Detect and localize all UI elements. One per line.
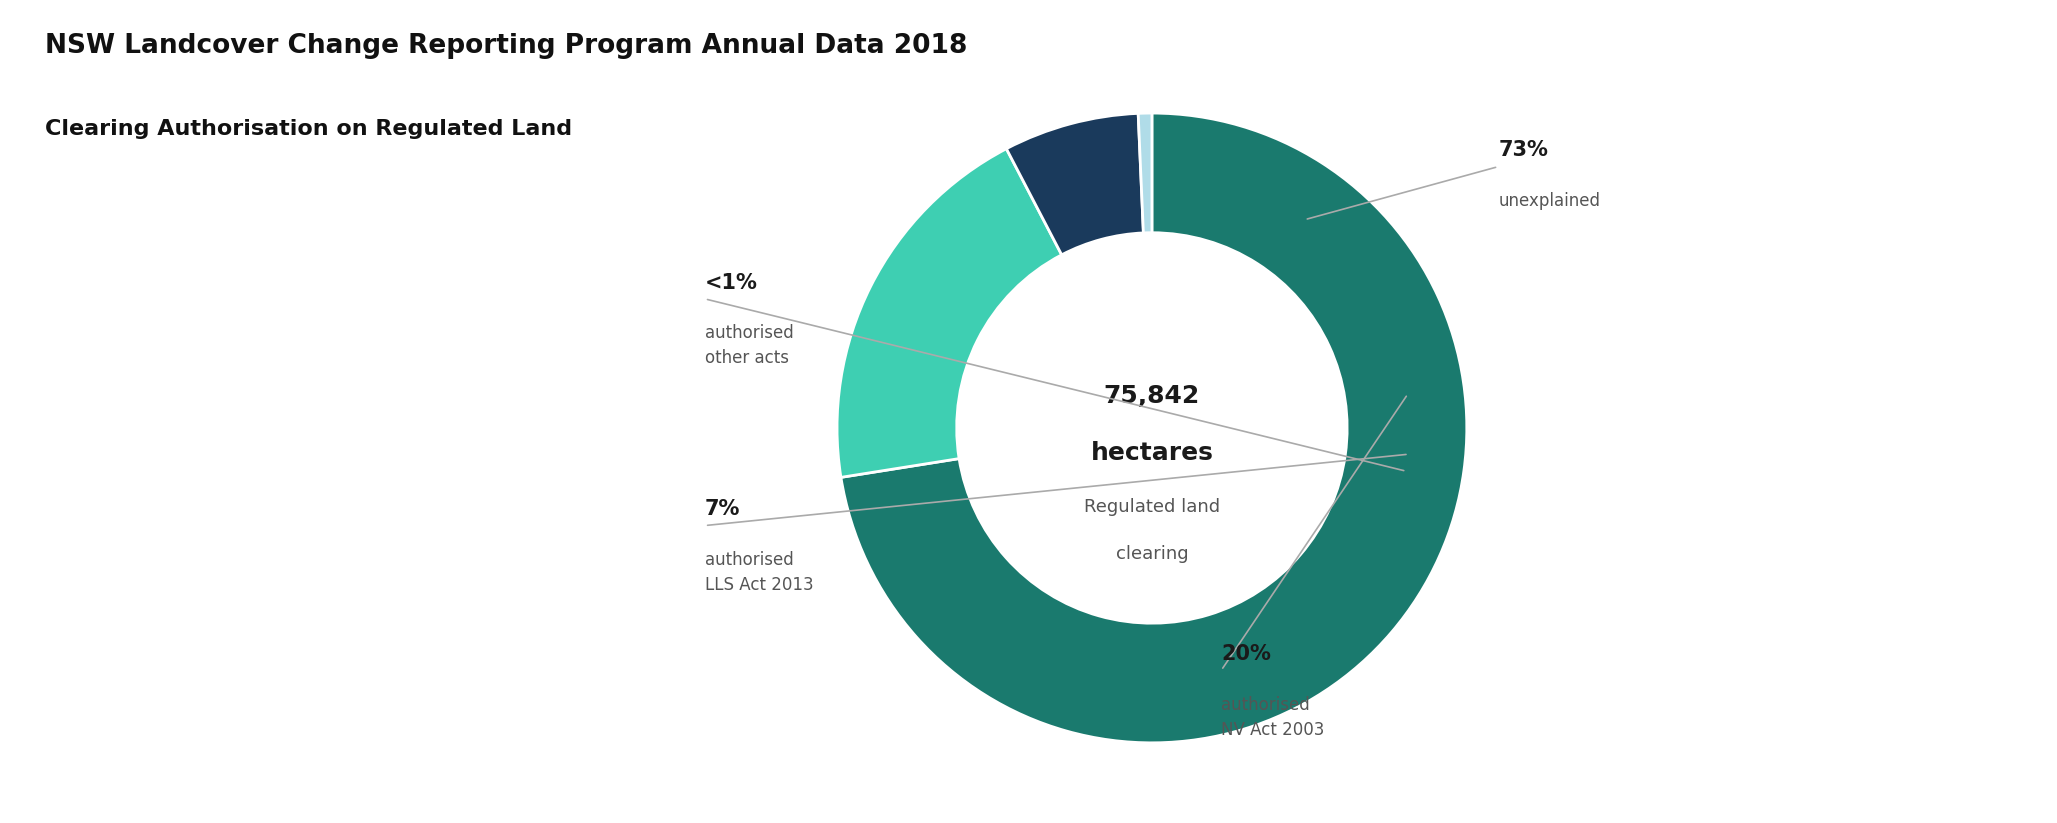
Wedge shape — [841, 113, 1467, 743]
Text: authorised
NV Act 2003: authorised NV Act 2003 — [1222, 695, 1325, 738]
Text: Regulated land: Regulated land — [1084, 498, 1220, 516]
Text: 20%: 20% — [1222, 644, 1271, 664]
Text: <1%: <1% — [706, 272, 757, 292]
Text: NSW Landcover Change Reporting Program Annual Data 2018: NSW Landcover Change Reporting Program A… — [45, 33, 967, 59]
Text: 75,842: 75,842 — [1105, 384, 1199, 408]
Text: clearing: clearing — [1115, 545, 1189, 563]
Text: unexplained: unexplained — [1497, 192, 1600, 210]
Text: 7%: 7% — [706, 500, 741, 519]
Text: 73%: 73% — [1497, 140, 1549, 160]
Wedge shape — [1138, 113, 1152, 233]
Wedge shape — [1006, 114, 1144, 255]
Wedge shape — [837, 149, 1061, 477]
Text: hectares: hectares — [1090, 441, 1214, 465]
Text: authorised
other acts: authorised other acts — [706, 324, 794, 367]
Text: Clearing Authorisation on Regulated Land: Clearing Authorisation on Regulated Land — [45, 119, 572, 139]
Text: authorised
LLS Act 2013: authorised LLS Act 2013 — [706, 551, 813, 593]
